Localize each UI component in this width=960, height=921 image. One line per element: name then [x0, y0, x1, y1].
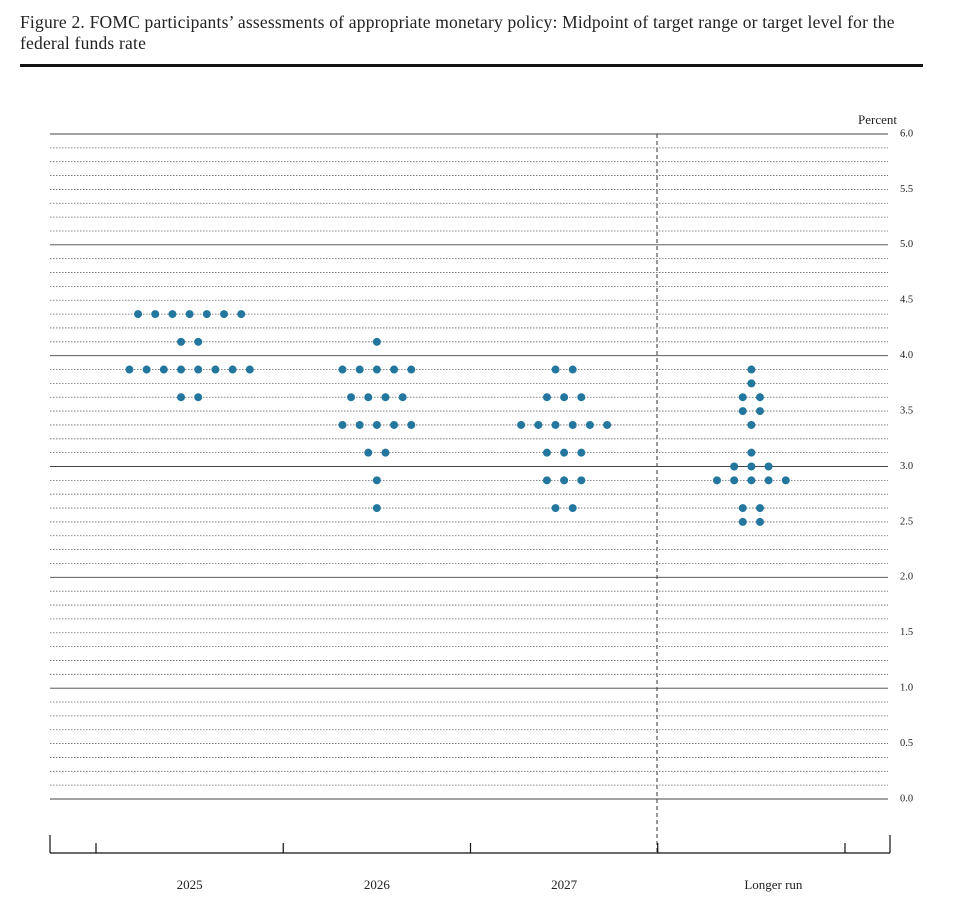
dot — [568, 420, 577, 429]
dot — [568, 365, 577, 374]
dot — [125, 365, 134, 374]
x-tick-label: 2027 — [551, 877, 578, 892]
dot — [168, 310, 177, 319]
dot — [542, 448, 551, 457]
y-tick-label: 0.0 — [900, 793, 913, 804]
y-tick-label: 4.5 — [900, 295, 913, 306]
x-tick-label: Longer run — [744, 877, 803, 892]
dot — [372, 420, 381, 429]
dot — [177, 337, 186, 346]
dot — [407, 420, 416, 429]
dot — [560, 393, 569, 402]
y-tick-label: 0.5 — [900, 738, 913, 749]
x-tick-label: 2026 — [364, 877, 391, 892]
dot — [755, 517, 764, 526]
dot — [747, 420, 756, 429]
dot — [390, 365, 399, 374]
y-tick-label: 3.0 — [900, 461, 913, 472]
dot — [560, 448, 569, 457]
y-tick-label: 6.0 — [900, 128, 913, 139]
dot — [390, 420, 399, 429]
dot — [747, 379, 756, 388]
y-tick-label: 5.0 — [900, 239, 913, 250]
y-tick-label: 4.0 — [900, 350, 913, 361]
dot — [228, 365, 237, 374]
dot — [364, 393, 373, 402]
dot — [211, 365, 220, 374]
dot — [202, 310, 211, 319]
dot — [220, 310, 229, 319]
y-tick-label: 5.5 — [900, 184, 913, 195]
chart-title: Figure 2. FOMC participants’ assessments… — [20, 12, 895, 53]
dot — [551, 365, 560, 374]
dot — [194, 365, 203, 374]
dot — [372, 337, 381, 346]
dot — [712, 476, 721, 485]
dot — [407, 365, 416, 374]
dot — [764, 462, 773, 471]
dot — [338, 420, 347, 429]
dot — [551, 420, 560, 429]
dot — [755, 504, 764, 513]
dot — [730, 462, 739, 471]
dot — [738, 407, 747, 416]
dot — [577, 476, 586, 485]
dot — [747, 476, 756, 485]
dot — [151, 310, 160, 319]
dot — [177, 393, 186, 402]
dot — [781, 476, 790, 485]
y-tick-label: 3.5 — [900, 405, 913, 416]
dot — [542, 393, 551, 402]
dot — [355, 365, 364, 374]
dot — [764, 476, 773, 485]
dot — [134, 310, 143, 319]
dot — [738, 504, 747, 513]
dot — [747, 448, 756, 457]
dot — [747, 462, 756, 471]
dot — [381, 448, 390, 457]
y-tick-label: 1.0 — [900, 683, 913, 694]
dot — [577, 393, 586, 402]
dot — [364, 448, 373, 457]
dot — [398, 393, 407, 402]
title-rule — [20, 64, 923, 67]
y-tick-label: 1.5 — [900, 627, 913, 638]
dot — [542, 476, 551, 485]
dot — [372, 476, 381, 485]
y-axis-label: Percent — [858, 112, 897, 127]
x-tick-label: 2025 — [177, 877, 203, 892]
dot — [338, 365, 347, 374]
dot — [551, 504, 560, 513]
dot — [603, 420, 612, 429]
dot — [517, 420, 526, 429]
dot — [585, 420, 594, 429]
dot — [560, 476, 569, 485]
dot — [194, 337, 203, 346]
dot — [237, 310, 246, 319]
y-tick-label: 2.0 — [900, 572, 913, 583]
dot — [577, 448, 586, 457]
dot — [355, 420, 364, 429]
dot — [177, 365, 186, 374]
y-tick-label: 2.5 — [900, 516, 913, 527]
dot — [755, 393, 764, 402]
dot — [194, 393, 203, 402]
dot — [347, 393, 356, 402]
dot — [755, 407, 764, 416]
dot — [142, 365, 151, 374]
dot — [381, 393, 390, 402]
dot — [245, 365, 254, 374]
dot — [372, 504, 381, 513]
dot — [568, 504, 577, 513]
dot — [738, 517, 747, 526]
dot — [159, 365, 168, 374]
dot — [747, 365, 756, 374]
dot — [730, 476, 739, 485]
dot — [185, 310, 194, 319]
dot — [372, 365, 381, 374]
dot — [534, 420, 543, 429]
dot — [738, 393, 747, 402]
